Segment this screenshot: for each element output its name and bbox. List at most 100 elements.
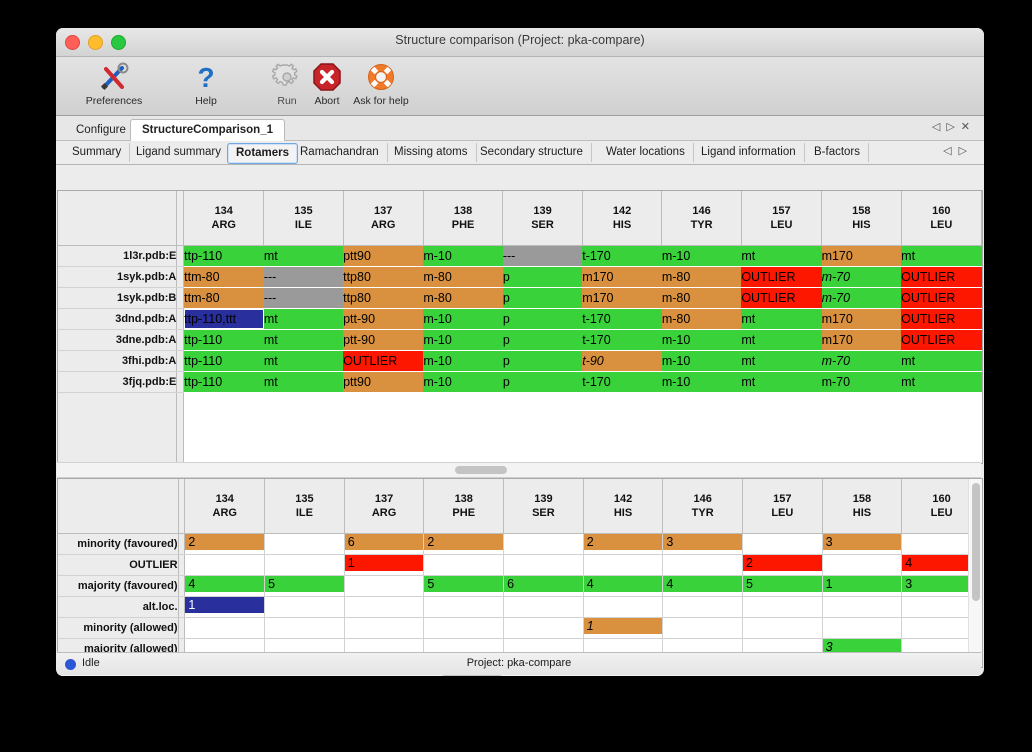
summary-cell[interactable]: 1: [344, 554, 425, 576]
summary-cell[interactable]: [742, 596, 823, 618]
rotamer-cell[interactable]: p: [502, 329, 583, 351]
tab-water-locations[interactable]: Water locations: [598, 143, 694, 162]
table-row[interactable]: 3fjq.pdb:E ttp-110 mt ptt90 m-10 p t-170 m-10 mt…: [58, 371, 982, 393]
rotamer-cell[interactable]: ttp-110,ttt: [183, 308, 264, 330]
summary-cell[interactable]: [423, 554, 505, 576]
column-header-138[interactable]: 138 PHE: [423, 191, 504, 246]
rotamer-cell[interactable]: m-70: [821, 350, 902, 372]
tab-secondary-structure[interactable]: Secondary structure: [472, 143, 592, 162]
rotamer-cell[interactable]: m-70: [821, 371, 902, 393]
summary-cell[interactable]: [264, 596, 345, 618]
summary-cell[interactable]: [583, 554, 664, 576]
abort-button[interactable]: Abort: [289, 60, 365, 107]
summary-cell[interactable]: [344, 575, 425, 597]
summary-cell[interactable]: 5: [742, 575, 823, 597]
close-window-icon[interactable]: [65, 35, 80, 50]
rotamer-hscroll-thumb[interactable]: [455, 466, 507, 474]
rotamer-cell[interactable]: t-170: [582, 308, 662, 330]
column-header-138[interactable]: 138 PHE: [423, 479, 505, 534]
summary-cell[interactable]: [503, 554, 584, 576]
row-header[interactable]: minority (favoured): [58, 533, 179, 555]
rotamer-cell[interactable]: mt: [263, 371, 344, 393]
table-row[interactable]: majority (favoured) 4 5 5 6 4 4 5 1 3: [58, 575, 982, 597]
subtab-next-icon[interactable]: ▷: [958, 145, 974, 157]
row-header[interactable]: 3fhi.pdb:A: [58, 350, 178, 372]
rotamer-cell[interactable]: ttm-80: [183, 266, 264, 288]
table-row[interactable]: minority (favoured) 2 6 2 2 3 3: [58, 533, 982, 555]
rotamer-cell[interactable]: mt: [741, 329, 822, 351]
column-header-157[interactable]: 157 LEU: [741, 191, 823, 246]
row-header[interactable]: 3dnd.pdb:A: [58, 308, 178, 330]
tab-rotamers[interactable]: Rotamers: [227, 143, 299, 164]
summary-cell[interactable]: 6: [344, 533, 425, 555]
rotamer-cell[interactable]: m170: [821, 245, 902, 267]
rotamer-cell[interactable]: m-10: [661, 371, 742, 393]
help-button[interactable]: ? Help: [168, 60, 244, 107]
summary-cell[interactable]: [662, 554, 743, 576]
row-header[interactable]: OUTLIER: [58, 554, 179, 576]
rotamer-cell[interactable]: m-10: [661, 245, 742, 267]
rotamer-cell[interactable]: mt: [901, 245, 982, 267]
tab-summary[interactable]: Summary: [64, 143, 131, 162]
summary-cell[interactable]: 4: [184, 575, 266, 597]
rotamer-cell[interactable]: mt: [741, 245, 822, 267]
column-header-142[interactable]: 142 HIS: [582, 191, 663, 246]
rotamer-cell[interactable]: m-80: [661, 287, 742, 309]
summary-cell[interactable]: [662, 617, 743, 639]
rotamer-cell[interactable]: OUTLIER: [741, 266, 822, 288]
rotamer-cell[interactable]: ptt-90: [343, 329, 424, 351]
rotamer-cell[interactable]: ptt-90: [343, 308, 424, 330]
column-header-135[interactable]: 135 ILE: [263, 191, 344, 246]
row-header[interactable]: 3fjq.pdb:E: [58, 371, 178, 393]
rotamer-cell[interactable]: OUTLIER: [901, 287, 982, 309]
column-header-134[interactable]: 134 ARG: [183, 191, 265, 246]
table-row[interactable]: 3dnd.pdb:A ttp-110,ttt mt ptt-90 m-10 p t-170 m…: [58, 308, 982, 330]
rotamer-hscrollbar[interactable]: [57, 462, 981, 478]
table-row[interactable]: 3dne.pdb:A ttp-110 mt ptt-90 m-10 p t-170 m-10 m…: [58, 329, 982, 351]
minimize-window-icon[interactable]: [88, 35, 103, 50]
subtab-prev-icon[interactable]: ◁: [943, 145, 959, 157]
rotamer-cell[interactable]: ---: [263, 287, 344, 309]
rotamer-cell[interactable]: OUTLIER: [901, 308, 982, 330]
table-row[interactable]: 1syk.pdb:B ttm-80 --- ttp80 m-80 p m170 m-80 OUT…: [58, 287, 982, 309]
column-header-135[interactable]: 135 ILE: [264, 479, 345, 534]
column-header-158[interactable]: 158 HIS: [821, 191, 902, 246]
summary-cell[interactable]: 3: [822, 533, 903, 555]
rotamer-cell[interactable]: ttm-80: [183, 287, 264, 309]
rotamer-cell[interactable]: mt: [901, 371, 982, 393]
rotamer-cell[interactable]: t-170: [582, 329, 662, 351]
rotamer-cell[interactable]: OUTLIER: [343, 350, 424, 372]
rotamer-cell[interactable]: ttp80: [343, 287, 424, 309]
rotamer-cell[interactable]: ---: [263, 266, 344, 288]
summary-cell[interactable]: [184, 617, 266, 639]
rotamer-cell[interactable]: m-70: [821, 287, 902, 309]
column-header-137[interactable]: 137 ARG: [343, 191, 424, 246]
tab-close-icon[interactable]: ✕: [960, 121, 976, 133]
column-header-160[interactable]: 160 LEU: [901, 191, 982, 246]
rotamer-cell[interactable]: p: [502, 308, 583, 330]
summary-cell[interactable]: 2: [742, 554, 823, 576]
run-button[interactable]: Run: [249, 60, 325, 107]
rotamer-cell[interactable]: m170: [582, 287, 662, 309]
column-header-146[interactable]: 146 TYR: [661, 191, 742, 246]
tab-structurecomparison-1[interactable]: StructureComparison_1: [130, 119, 286, 141]
rotamer-cell[interactable]: m-70: [821, 266, 902, 288]
tab-ligand-information[interactable]: Ligand information: [693, 143, 805, 162]
summary-cell[interactable]: 4: [583, 575, 664, 597]
summary-cell[interactable]: [264, 617, 345, 639]
rotamer-cell[interactable]: ttp-110: [183, 245, 264, 267]
rotamer-cell[interactable]: m-80: [661, 266, 742, 288]
rotamer-cell[interactable]: t-170: [582, 245, 662, 267]
summary-cell[interactable]: 3: [662, 533, 743, 555]
table-row[interactable]: OUTLIER 1 2 4: [58, 554, 982, 576]
rotamer-cell[interactable]: ptt90: [343, 371, 424, 393]
summary-vscrollbar[interactable]: [968, 479, 982, 667]
table-row[interactable]: 1l3r.pdb:E ttp-110 mt ptt90 m-10 --- t-170 m-10…: [58, 245, 982, 267]
summary-cell[interactable]: [822, 596, 903, 618]
summary-cell[interactable]: [822, 554, 903, 576]
summary-cell[interactable]: 1: [184, 596, 266, 618]
column-header-139[interactable]: 139 SER: [502, 191, 583, 246]
ask-for-help-button[interactable]: Ask for help: [326, 60, 436, 107]
rotamer-cell[interactable]: ---: [502, 245, 583, 267]
summary-cell[interactable]: [901, 596, 982, 618]
